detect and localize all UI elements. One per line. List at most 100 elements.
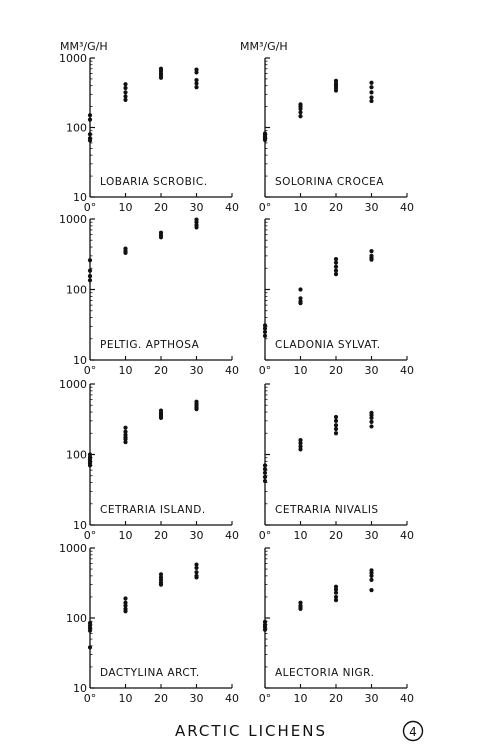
panel-3-data-point — [194, 225, 199, 230]
panel-1-y-tick-label: 1000 — [59, 52, 87, 65]
panel-4-data-point — [262, 333, 268, 338]
panel-3-data-point — [123, 250, 128, 256]
panel-6-data-point — [262, 474, 268, 480]
panel-5-data-point — [87, 463, 93, 468]
panel-7-data-point — [123, 609, 128, 614]
panel-4-data-point — [369, 249, 374, 254]
panel-6-x-tick-label: 30 — [365, 529, 379, 542]
panel-5-x-tick-label: 20 — [154, 529, 168, 542]
panel-7-x-tick-label: 20 — [154, 692, 168, 705]
panel-1-species-label: LOBARIA SCROBIC. — [100, 176, 208, 188]
panel-1-data-point — [123, 85, 128, 91]
panel-8-x-tick-label: 20 — [329, 692, 343, 705]
panel-4-data-point — [333, 256, 339, 262]
panel-7-y-tick-label: 10 — [73, 682, 87, 695]
panel-7-data-point — [194, 575, 199, 580]
panel-5-data-point — [123, 439, 128, 445]
panel-8-data-point — [369, 588, 374, 593]
panel-5-y-tick-label: 100 — [66, 449, 87, 462]
panel-6-x-tick-label: 20 — [329, 529, 343, 542]
panel-6-data-point — [262, 463, 268, 468]
panel-6-x-tick-label: 10 — [294, 529, 308, 542]
panel-6-data-point — [333, 426, 339, 432]
panel-7-data-point — [123, 603, 128, 608]
panel-7-data-point — [87, 628, 93, 633]
panel-1-x-tick-label: 10 — [119, 201, 133, 214]
panel-8-data-point — [333, 587, 339, 592]
panel-3-y-tick-label: 10 — [73, 354, 87, 367]
panel-8-data-point — [333, 598, 339, 603]
panel-2-species-label: SOLORINA CROCEA — [275, 176, 384, 188]
panel-6-x-tick-label: 40 — [400, 529, 414, 542]
panel-2-data-point — [369, 85, 374, 90]
panel-8-data-point — [262, 619, 268, 624]
y-unit-label-left: MM³/G/H — [60, 40, 108, 53]
panel-8-species-label: ALECTORIA NIGR. — [275, 667, 374, 679]
panel-1-x-tick-label: 0° — [84, 201, 97, 214]
panel-1-data-point — [194, 85, 199, 90]
panel-7-x-tick-label: 10 — [119, 692, 133, 705]
panel-2-data-point — [298, 114, 303, 119]
panel-6-x-tick-label: 0° — [259, 529, 272, 542]
panel-4-data-point — [262, 329, 268, 335]
panel-1-data-point — [87, 117, 93, 122]
panel-5-x-tick-label: 30 — [190, 529, 204, 542]
panel-6-data-point — [333, 418, 339, 423]
panel-3-x-tick-label: 20 — [154, 364, 168, 377]
panel-5-data-point — [123, 437, 128, 442]
panel-1-data-point — [123, 94, 128, 99]
panel-1-x-tick-label: 40 — [225, 201, 239, 214]
panel-7-species-label: DACTYLINA ARCT. — [100, 667, 200, 679]
panel-5-data-point — [123, 429, 128, 434]
panel-7-data-point — [87, 645, 93, 650]
panel-5-y-tick-label: 1000 — [59, 378, 87, 391]
panel-6-data-point — [262, 467, 268, 472]
panel-4-data-point — [298, 301, 303, 306]
panel-5-data-point — [158, 415, 164, 421]
panel-7-data-point — [158, 572, 164, 577]
panel-5-x-tick-label: 10 — [119, 529, 133, 542]
panel-4-data-point — [298, 296, 303, 301]
panel-6-species-label: CETRARIA NIVALIS — [275, 504, 379, 516]
panel-2-data-point — [333, 88, 339, 93]
panel-7-x-tick-label: 0° — [84, 692, 97, 705]
panel-4-data-point — [262, 326, 268, 331]
panel-6-data-point — [298, 438, 303, 443]
panel-4-x-tick-label: 0° — [259, 364, 272, 377]
panel-7-data-point — [194, 562, 199, 567]
panel-2-data-point — [369, 95, 374, 100]
panel-4-data-point — [333, 272, 339, 277]
panel-4-data-point — [262, 323, 268, 328]
panel-7-x-tick-label: 40 — [225, 692, 239, 705]
panel-8-x-tick-label: 40 — [400, 692, 414, 705]
panel-7-data-point — [194, 570, 199, 575]
panel-6-data-point — [333, 414, 339, 420]
panel-5-x-tick-label: 0° — [84, 529, 97, 542]
panel-7-data-point — [194, 565, 199, 570]
panel-4-x-tick-label: 10 — [294, 364, 308, 377]
panel-3-x-tick-label: 30 — [190, 364, 204, 377]
panel-1-data-point — [194, 70, 199, 75]
panel-5-data-point — [123, 425, 128, 430]
figure-number-circle — [402, 720, 424, 742]
panel-8-x-tick-label: 30 — [365, 692, 379, 705]
panel-1-data-point — [87, 113, 93, 118]
panel-8-x-tick-label: 10 — [294, 692, 308, 705]
panel-8-data-point — [333, 590, 339, 595]
panel-1-data-point — [87, 138, 93, 143]
panel-1-x-tick-label: 20 — [154, 201, 168, 214]
panel-6-data-point — [298, 444, 303, 449]
panel-3-data-point — [158, 235, 164, 240]
panel-6-data-point — [333, 431, 339, 436]
panel-4-data-point — [333, 264, 339, 269]
panel-4-data-point — [298, 287, 303, 292]
panel-4-data-point — [333, 268, 339, 273]
panel-7-y-tick-label: 100 — [66, 612, 87, 625]
panel-8-data-point — [369, 577, 374, 583]
panel-8-x-tick-label: 0° — [259, 692, 272, 705]
panel-5-species-label: CETRARIA ISLAND. — [100, 504, 206, 516]
panel-6-data-point — [262, 470, 268, 475]
panel-7-x-tick-label: 30 — [190, 692, 204, 705]
